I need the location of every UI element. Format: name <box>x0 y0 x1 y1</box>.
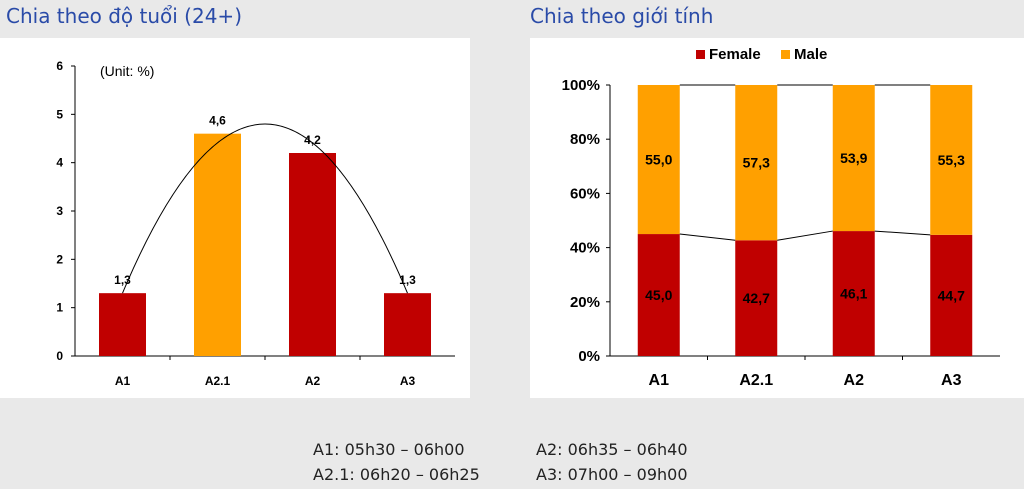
gender-bar-male-A2.1 <box>735 85 778 241</box>
age-unit-note: (Unit: %) <box>100 63 154 79</box>
age-bar-A3 <box>384 293 431 356</box>
age-x-tick-label: A2 <box>305 374 321 388</box>
age-y-tick-label: 5 <box>56 107 63 121</box>
footnote-a21: A2.1: 06h20 – 06h25 <box>313 465 480 484</box>
gender-bar-male-A2 <box>832 85 875 232</box>
age-value-label: 4,2 <box>304 133 321 147</box>
gender-bar-male-A1 <box>637 85 680 235</box>
gender-bar-female-A3 <box>930 234 973 356</box>
gender-chart-panel: 0% 20% 40% 60% 80% 100% 45,0 55,0 A1 42,7 57,3 A2.1… <box>530 38 1024 398</box>
gender-x-tick-label: A3 <box>941 372 962 389</box>
age-value-label: 4,6 <box>209 114 226 128</box>
gender-female-connector <box>874 230 931 236</box>
gender-y-tick-label: 20% <box>570 294 600 311</box>
gender-female-label: 42,7 <box>743 290 770 306</box>
gender-y-tick-label: 0% <box>578 348 600 365</box>
gender-y-tick-label: 60% <box>570 185 600 202</box>
legend-male-label: Male <box>794 46 827 63</box>
age-x-tick-label: A3 <box>400 374 416 388</box>
age-bar-A2.1 <box>194 133 241 356</box>
gender-bar-female-A2 <box>832 231 875 356</box>
gender-y-tick-label: 40% <box>570 240 600 257</box>
age-y-tick-label: 3 <box>56 204 63 218</box>
age-y-tick-label: 6 <box>56 59 63 73</box>
gender-male-label: 55,3 <box>938 152 965 168</box>
gender-female-connector <box>777 230 833 241</box>
legend-female-swatch <box>696 50 705 59</box>
gender-bar-female-A1 <box>637 234 680 356</box>
age-chart-title: Chia theo độ tuổi (24+) <box>6 4 242 28</box>
gender-male-label: 57,3 <box>743 155 770 171</box>
age-y-tick-label: 4 <box>56 156 63 170</box>
age-bar-A2 <box>289 153 336 356</box>
age-y-tick-label: 0 <box>56 349 63 363</box>
age-x-tick-label: A1 <box>115 374 131 388</box>
gender-female-connector <box>679 233 736 241</box>
gender-bar-male-A3 <box>930 85 973 235</box>
gender-x-tick-label: A2 <box>844 372 865 389</box>
footnote-a3: A3: 07h00 – 09h00 <box>536 465 688 484</box>
gender-bar-female-A2.1 <box>735 240 778 356</box>
gender-y-tick-label: 80% <box>570 131 600 148</box>
legend-female-label: Female <box>709 46 761 63</box>
age-trend-curve <box>122 123 408 294</box>
gender-chart-title: Chia theo giới tính <box>530 4 714 28</box>
gender-stacked-bar-chart: 0% 20% 40% 60% 80% 100% 45,0 55,0 A1 42,7 57,3 A2.1… <box>562 46 1000 389</box>
gender-x-tick-label: A2.1 <box>739 372 773 389</box>
footnote-a1: A1: 05h30 – 06h00 <box>313 440 465 459</box>
age-chart-panel: 0 1 2 3 4 5 6 (Unit: %) 1,3 A1 4,6 A2.1 4,2 A2 1,3 A3 <box>0 38 470 398</box>
footnote-a2: A2: 06h35 – 06h40 <box>536 440 688 459</box>
age-bar-A1 <box>99 293 146 356</box>
gender-x-tick-label: A1 <box>649 372 670 389</box>
age-x-tick-label: A2.1 <box>205 374 231 388</box>
age-y-tick-label: 1 <box>56 301 63 315</box>
gender-female-label: 44,7 <box>938 287 965 303</box>
legend-male-swatch <box>781 50 790 59</box>
age-y-tick-label: 2 <box>56 252 63 266</box>
gender-female-label: 45,0 <box>645 287 672 303</box>
gender-y-tick-label: 100% <box>562 77 600 94</box>
gender-female-label: 46,1 <box>840 286 867 302</box>
gender-male-label: 53,9 <box>840 150 867 166</box>
gender-male-label: 55,0 <box>645 152 672 168</box>
